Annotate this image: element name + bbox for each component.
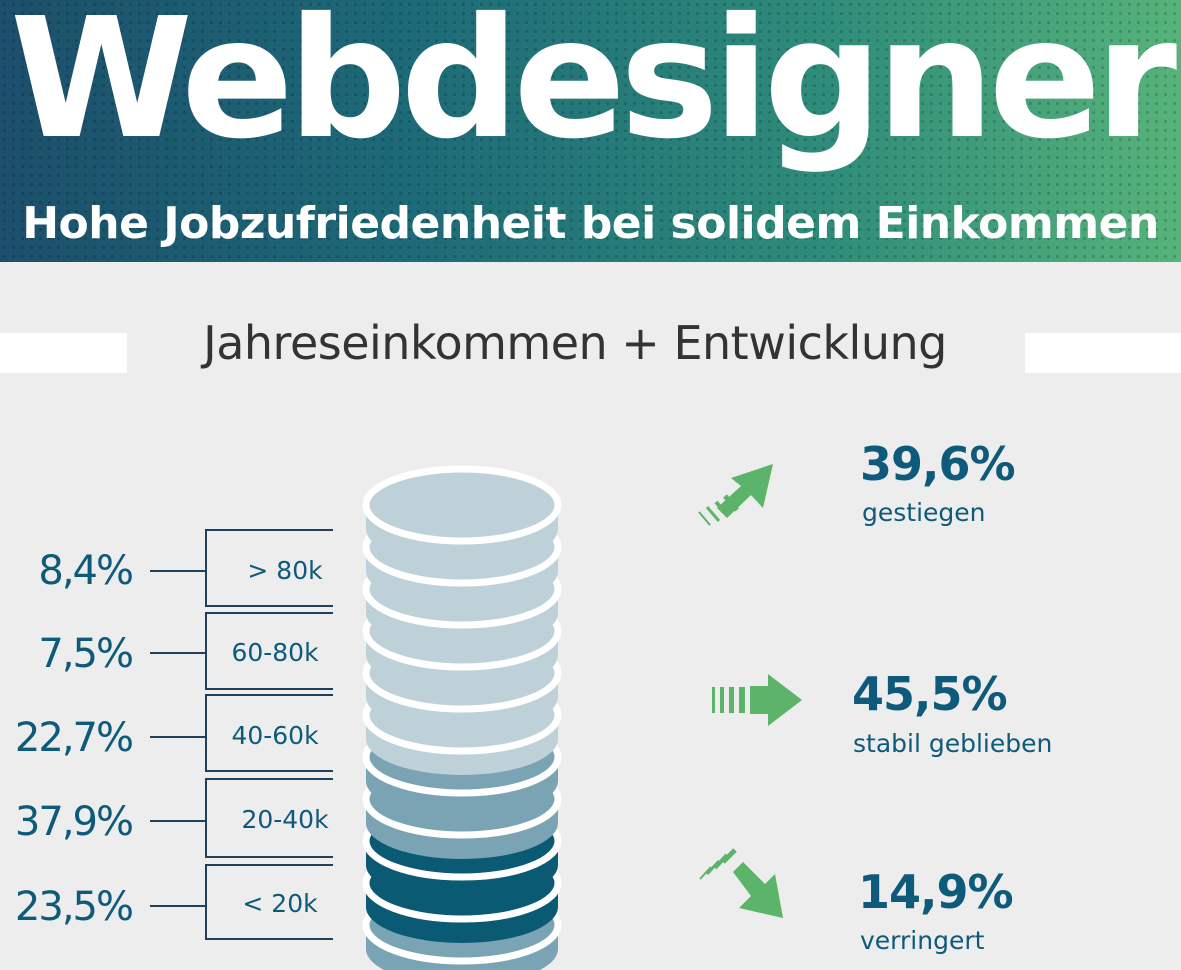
income-percent-over-80k: 8,4% [38,548,134,594]
connector-line [150,652,206,654]
range-bracket [205,612,333,690]
section-title: Jahreseinkommen + Entwicklung [203,316,947,370]
page-subtitle: Hohe Jobzufriedenheit bei solidem Einkom… [22,198,1159,249]
range-bracket [205,778,333,858]
range-label-60-80k: 60-80k [231,638,319,667]
trend-label-increased: gestiegen [862,498,986,527]
income-percent-20-40k: 37,9% [14,799,134,845]
range-bracket [205,694,333,772]
range-label-20-40k: 20-40k [241,805,329,834]
arrow-up-right-icon [698,464,773,526]
range-label-40-60k: 40-60k [231,721,319,750]
connector-line [150,820,206,822]
divider-right [1025,333,1181,373]
arrow-down-right-icon [699,848,783,918]
section-header: Jahreseinkommen + Entwicklung [0,312,1181,373]
trend-label-decreased: verringert [860,926,985,955]
trend-value-stable: 45,5% [852,667,1008,721]
divider-left [0,333,127,373]
connector-line [150,570,206,572]
coin [362,465,562,565]
trend-label-stable: stabil geblieben [853,729,1053,758]
header-banner: Webdesigner Hohe Jobzufriedenheit bei so… [0,0,1181,262]
range-label-over-80k: > 80k [247,556,323,585]
connector-line [150,736,206,738]
trend-value-decreased: 14,9% [858,865,1014,919]
arrow-right-icon [712,674,802,726]
range-label-under-20k: < 20k [242,889,318,918]
trend-value-increased: 39,6% [860,437,1016,491]
income-percent-60-80k: 7,5% [38,631,134,677]
income-percent-40-60k: 22,7% [14,715,134,761]
range-bracket [205,529,333,607]
range-bracket [205,864,333,940]
coin-stack-illustration [362,465,562,970]
income-percent-under-20k: 23,5% [14,884,134,930]
connector-line [150,905,206,907]
page-title: Webdesigner [9,0,1177,176]
